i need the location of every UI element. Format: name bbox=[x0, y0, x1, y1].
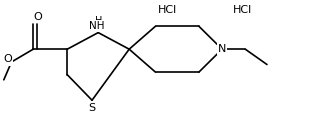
Text: NH: NH bbox=[89, 21, 104, 31]
Text: O: O bbox=[34, 12, 42, 22]
Text: N: N bbox=[218, 44, 226, 54]
Text: S: S bbox=[88, 103, 95, 113]
Text: O: O bbox=[3, 54, 12, 64]
Text: HCl: HCl bbox=[158, 5, 178, 15]
Text: H: H bbox=[95, 16, 102, 26]
Text: HCl: HCl bbox=[233, 5, 252, 15]
